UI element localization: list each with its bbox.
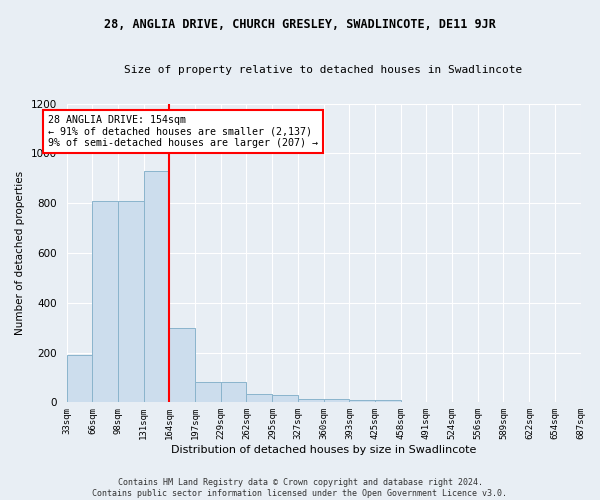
Bar [323,398,349,402]
Y-axis label: Number of detached properties: Number of detached properties [15,171,25,335]
Text: Contains HM Land Registry data © Crown copyright and database right 2024.
Contai: Contains HM Land Registry data © Crown c… [92,478,508,498]
Title: Size of property relative to detached houses in Swadlincote: Size of property relative to detached ho… [124,65,523,75]
Bar [298,398,323,402]
Bar [118,200,143,402]
Bar [221,382,247,402]
Bar [272,395,298,402]
Text: 28 ANGLIA DRIVE: 154sqm
← 91% of detached houses are smaller (2,137)
9% of semi-: 28 ANGLIA DRIVE: 154sqm ← 91% of detache… [49,115,319,148]
Bar [374,400,401,402]
Bar [67,355,92,403]
Text: 28, ANGLIA DRIVE, CHURCH GRESLEY, SWADLINCOTE, DE11 9JR: 28, ANGLIA DRIVE, CHURCH GRESLEY, SWADLI… [104,18,496,30]
X-axis label: Distribution of detached houses by size in Swadlincote: Distribution of detached houses by size … [171,445,476,455]
Bar [247,394,272,402]
Bar [92,200,118,402]
Bar [169,328,196,402]
Bar [143,171,169,402]
Bar [349,400,374,402]
Bar [196,382,221,402]
